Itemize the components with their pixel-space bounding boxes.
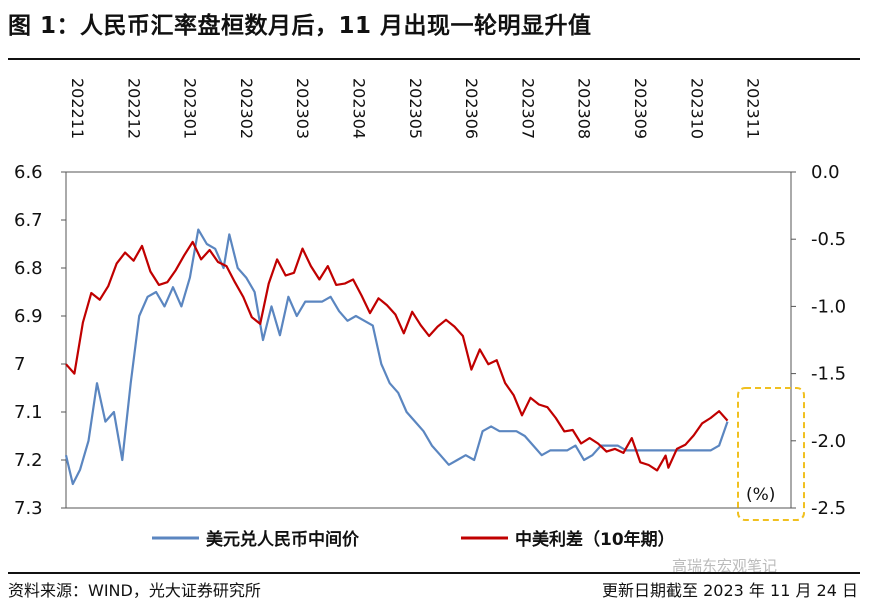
- highlight-box: [737, 387, 805, 521]
- x-axis: 202211 202212 202301 202302 202303 202304 2023…: [68, 78, 763, 139]
- left-tick-label: 6.7: [14, 210, 43, 231]
- x-tick-label: 202307: [518, 78, 537, 139]
- x-tick-label: 202308: [575, 78, 594, 139]
- footer-rule: [8, 572, 860, 574]
- spread-line: [65, 240, 729, 472]
- x-tick-label: 202303: [293, 78, 312, 139]
- right-tick-label: -2.5: [811, 498, 846, 519]
- series-lines: [64, 228, 729, 486]
- right-tick-label: -2.0: [811, 431, 846, 452]
- x-tick-label: 202301: [181, 78, 200, 139]
- x-tick-label: 202211: [68, 78, 87, 139]
- left-tick-label: 7: [14, 354, 25, 375]
- x-tick-label: 202302: [237, 78, 256, 139]
- x-tick-label: 202305: [406, 78, 425, 139]
- right-y-axis: 0.0 -0.5 -1.0 -1.5 -2.0 -2.5: [791, 162, 846, 519]
- percent-unit-note: (%): [746, 485, 775, 505]
- x-tick-label: 202309: [631, 78, 650, 139]
- legend: 美元兑人民币中间价 中美利差（10年期）: [152, 529, 675, 550]
- legend-label-spread: 中美利差（10年期）: [515, 529, 675, 550]
- source-note: 资料来源：WIND，光大证券研究所: [8, 581, 261, 600]
- x-tick-label: 202310: [687, 78, 706, 139]
- title-rule: [8, 58, 860, 60]
- right-tick-label: -1.5: [811, 364, 846, 385]
- left-y-axis: 6.6 6.7 6.8 6.9 7 7.1 7.2 7.3: [14, 162, 66, 519]
- update-date: 更新日期截至 2023 年 11 月 24 日: [602, 581, 858, 600]
- x-tick-label: 202212: [124, 78, 143, 139]
- x-tick-label: 202306: [462, 78, 481, 139]
- left-tick-label: 6.9: [14, 306, 43, 327]
- left-tick-label: 7.3: [14, 498, 43, 519]
- x-tick-label: 202304: [350, 78, 369, 139]
- left-tick-label: 6.8: [14, 258, 43, 279]
- chart-title: 图 1：人民币汇率盘桓数月后，11 月出现一轮明显升值: [8, 13, 592, 39]
- x-tick-label: 202311: [744, 78, 763, 139]
- usdcny-line: [64, 228, 729, 486]
- left-tick-label: 7.2: [14, 450, 43, 471]
- right-tick-label: -0.5: [811, 229, 846, 250]
- watermark: 高瑞东宏观笔记: [672, 557, 778, 575]
- right-tick-label: 0.0: [811, 162, 840, 183]
- right-tick-label: -1.0: [811, 296, 846, 317]
- left-tick-label: 7.1: [14, 402, 43, 423]
- plot-frame: [65, 171, 792, 509]
- legend-label-usdcny: 美元兑人民币中间价: [206, 529, 360, 550]
- left-tick-label: 6.6: [14, 162, 43, 183]
